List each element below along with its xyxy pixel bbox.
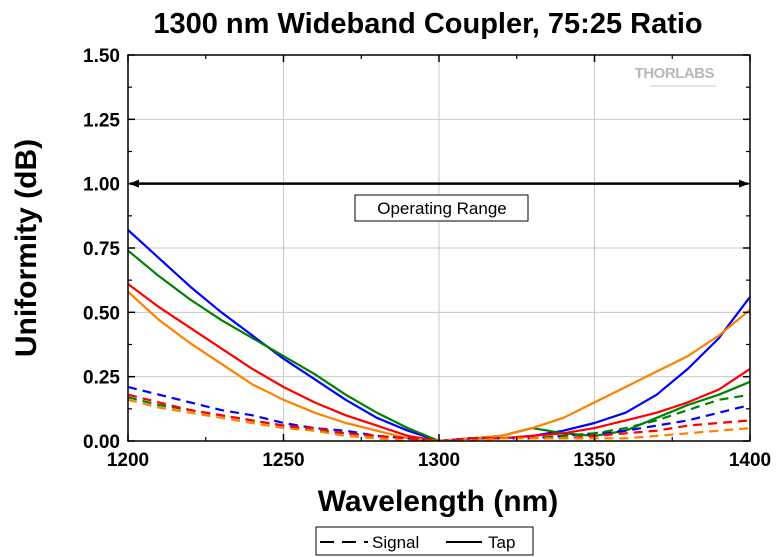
y-tick-label: 1.25: [83, 110, 120, 131]
legend-signal-label: Signal: [372, 533, 419, 552]
grid-lines: [128, 55, 750, 441]
y-tick-label: 0.50: [83, 303, 120, 324]
x-tick-label: 1300: [418, 450, 460, 471]
x-tick-label: 1400: [729, 450, 771, 471]
thorlabs-logo: THORLABS: [635, 65, 716, 87]
legend-tap-label: Tap: [488, 533, 515, 552]
x-axis-title: Wavelength (nm): [318, 485, 559, 518]
chart-title: 1300 nm Wideband Coupler, 75:25 Ratio: [153, 8, 702, 40]
x-tick-labels: 1200 1250 1300 1350 1400: [107, 450, 771, 471]
axis-ticks: [127, 54, 751, 442]
y-tick-label: 1.50: [83, 46, 120, 67]
operating-range-label-box: [354, 194, 529, 222]
legend: Signal Tap: [315, 526, 534, 556]
series-solid-line: [128, 249, 750, 441]
y-tick-label: 0.00: [83, 432, 120, 453]
series-dashed-line: [128, 385, 750, 441]
y-tick-labels: 0.00 0.25 0.50 0.75 1.00 1.25 1.50: [83, 46, 120, 453]
y-axis-title: Uniformity (dB): [10, 139, 43, 357]
logo-text: THORLABS: [635, 65, 715, 82]
y-tick-label: 0.75: [83, 239, 120, 260]
series-layer: [128, 229, 750, 441]
x-tick-label: 1250: [262, 450, 304, 471]
operating-range-annotation: Operating Range: [129, 179, 749, 222]
x-tick-label: 1350: [573, 450, 615, 471]
series-dashed-line: [128, 393, 750, 441]
x-tick-label: 1200: [107, 450, 149, 471]
series-solid-line: [128, 283, 750, 441]
operating-range-label: Operating Range: [377, 199, 506, 218]
series-dashed-line: [128, 398, 750, 441]
series-solid-line: [128, 229, 750, 441]
y-tick-label: 1.00: [83, 175, 120, 196]
series-solid-line: [128, 290, 750, 441]
y-tick-label: 0.25: [83, 368, 120, 389]
